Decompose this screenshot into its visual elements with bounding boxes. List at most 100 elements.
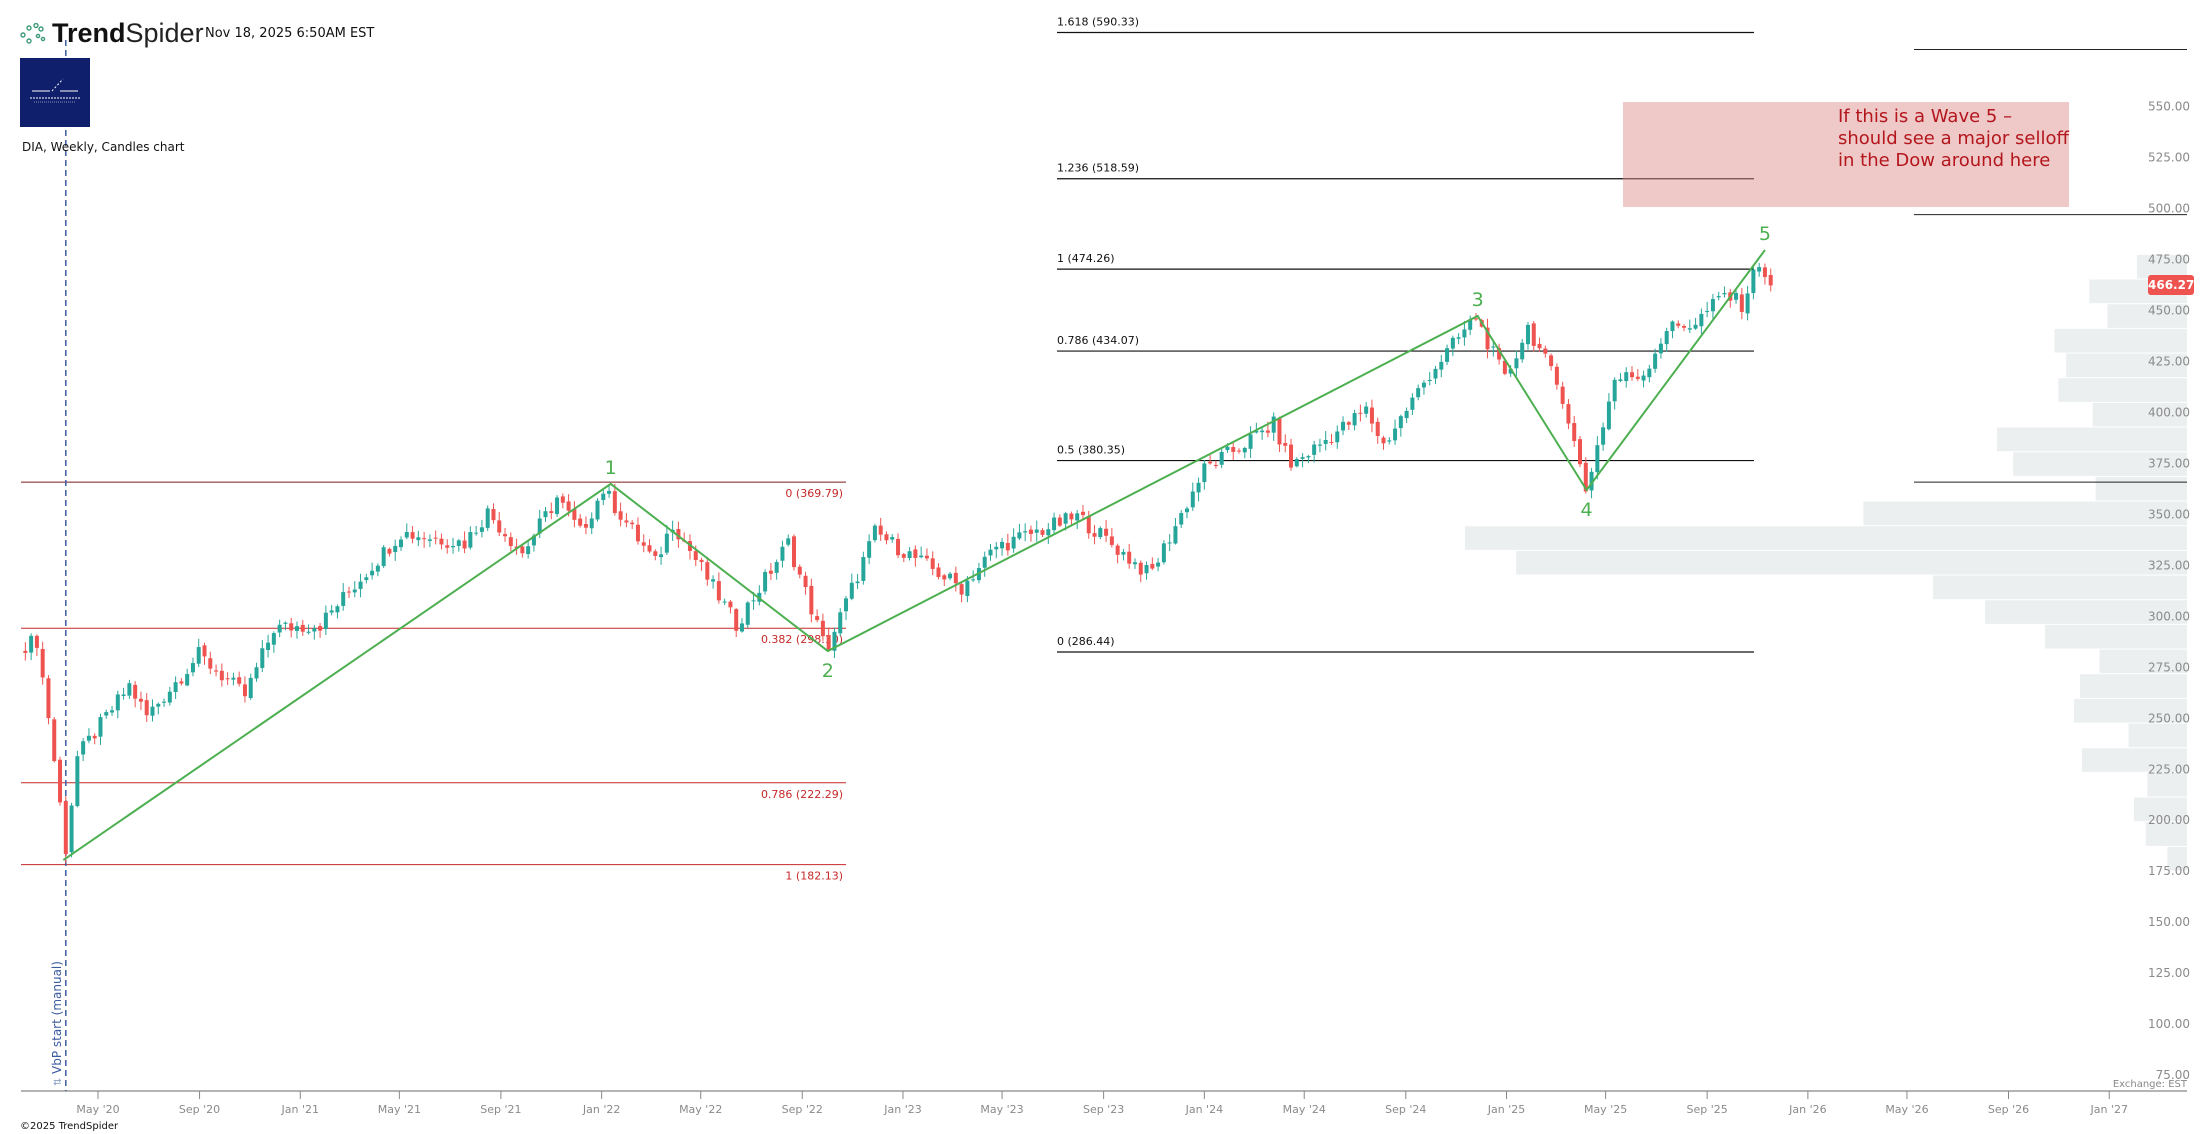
candle (1127, 551, 1132, 564)
candle (1138, 562, 1143, 575)
candle (526, 546, 531, 555)
candle (364, 577, 369, 581)
timestamp: Nov 18, 2025 6:50AM EST (205, 26, 375, 41)
candle (1687, 328, 1692, 330)
candle (1352, 413, 1357, 426)
candle (1121, 551, 1126, 555)
candle (647, 545, 652, 552)
candle (1433, 368, 1438, 379)
volume-bar (1985, 600, 2187, 624)
candle (1156, 562, 1161, 567)
candle (341, 592, 346, 606)
candle (63, 800, 68, 855)
candle (1335, 431, 1340, 443)
candle (1393, 428, 1398, 441)
volume-bar (2107, 304, 2187, 328)
candle (1543, 348, 1548, 354)
candles (23, 262, 1773, 864)
candle (1589, 471, 1594, 491)
candle (1514, 358, 1519, 369)
candle (399, 539, 404, 548)
candle (167, 691, 172, 703)
volume-bar (2092, 402, 2187, 427)
candle (156, 703, 161, 707)
candle (1173, 526, 1178, 544)
candle (1225, 446, 1230, 451)
candle (1294, 459, 1299, 467)
candle (214, 670, 219, 672)
candle (1676, 323, 1681, 326)
volume-bar (1516, 550, 2187, 575)
volume-bar (2145, 822, 2187, 846)
candle (884, 534, 889, 541)
fibonacci-levels[interactable]: 0 (369.79) 0.382 (298.10) 0.786 (222.29) 1 … (21, 16, 2187, 883)
candle (1751, 269, 1756, 294)
candle (1057, 517, 1062, 526)
candle (948, 573, 953, 579)
volume-bar (2099, 649, 2187, 674)
candle (225, 678, 230, 680)
candle (289, 623, 294, 631)
candle (485, 508, 490, 528)
candle (1075, 513, 1080, 521)
candle (659, 554, 664, 558)
candle (1080, 511, 1085, 516)
candle (1705, 310, 1710, 312)
candle (387, 548, 392, 554)
volume-bar (2136, 254, 2187, 279)
candle (844, 598, 849, 612)
candle (503, 534, 508, 537)
candle (803, 575, 808, 587)
vbp-start-label: VbP start (manual) (50, 961, 64, 1074)
time-tick-label: May '23 (980, 1103, 1023, 1116)
candle (462, 540, 467, 549)
vbp-start-marker[interactable]: VbP start (manual) ⇅ (50, 40, 67, 1091)
candle (456, 540, 461, 546)
volume-bar (2081, 748, 2187, 772)
time-tick-label: Jan '22 (582, 1103, 620, 1116)
candle (994, 546, 999, 550)
annotation-box[interactable] (1623, 102, 2069, 207)
time-tick-label: Sep '22 (782, 1103, 823, 1116)
volume-bar (2128, 723, 2187, 748)
candle (474, 532, 479, 534)
wave-line[interactable] (62, 249, 1766, 861)
candle (346, 591, 351, 593)
candle (849, 582, 854, 599)
candle (179, 681, 184, 684)
candle (734, 609, 739, 631)
candle (404, 531, 409, 538)
price-tick-label: 325.00 (2148, 558, 2190, 572)
time-axis[interactable]: May '20 Sep '20 Jan '21 May '21 Sep '21 Jan '… (21, 1090, 2187, 1116)
candle (1601, 427, 1606, 445)
candle (1289, 444, 1294, 468)
copyright: ©2025 TrendSpider (20, 1121, 119, 1132)
candle (1069, 513, 1074, 520)
candle (1265, 430, 1270, 433)
candle (242, 684, 247, 697)
candle (1063, 513, 1068, 524)
candle (653, 551, 658, 556)
candle (231, 677, 236, 680)
price-axis[interactable]: 75.00 100.00 125.00 150.00 175.00 200.00 225.0… (2148, 100, 2190, 1082)
candle (358, 581, 363, 589)
candle (1005, 542, 1010, 551)
candle (693, 551, 698, 561)
candle (1369, 407, 1374, 424)
candle (1745, 293, 1750, 314)
candle (75, 756, 80, 807)
candle (1583, 462, 1588, 492)
candle (1641, 375, 1646, 381)
candle (555, 497, 560, 515)
candle (138, 698, 143, 702)
elliott-wave[interactable]: 1 2 3 4 5 (62, 223, 1771, 861)
price-tick-label: 375.00 (2148, 456, 2190, 470)
candle (34, 635, 39, 648)
candle (1664, 331, 1669, 345)
candle (427, 539, 432, 541)
wave-label: 2 (822, 660, 834, 682)
candle (416, 537, 421, 541)
candle (924, 555, 929, 559)
vbp-toggle-icon[interactable]: ⇅ (53, 1078, 64, 1086)
